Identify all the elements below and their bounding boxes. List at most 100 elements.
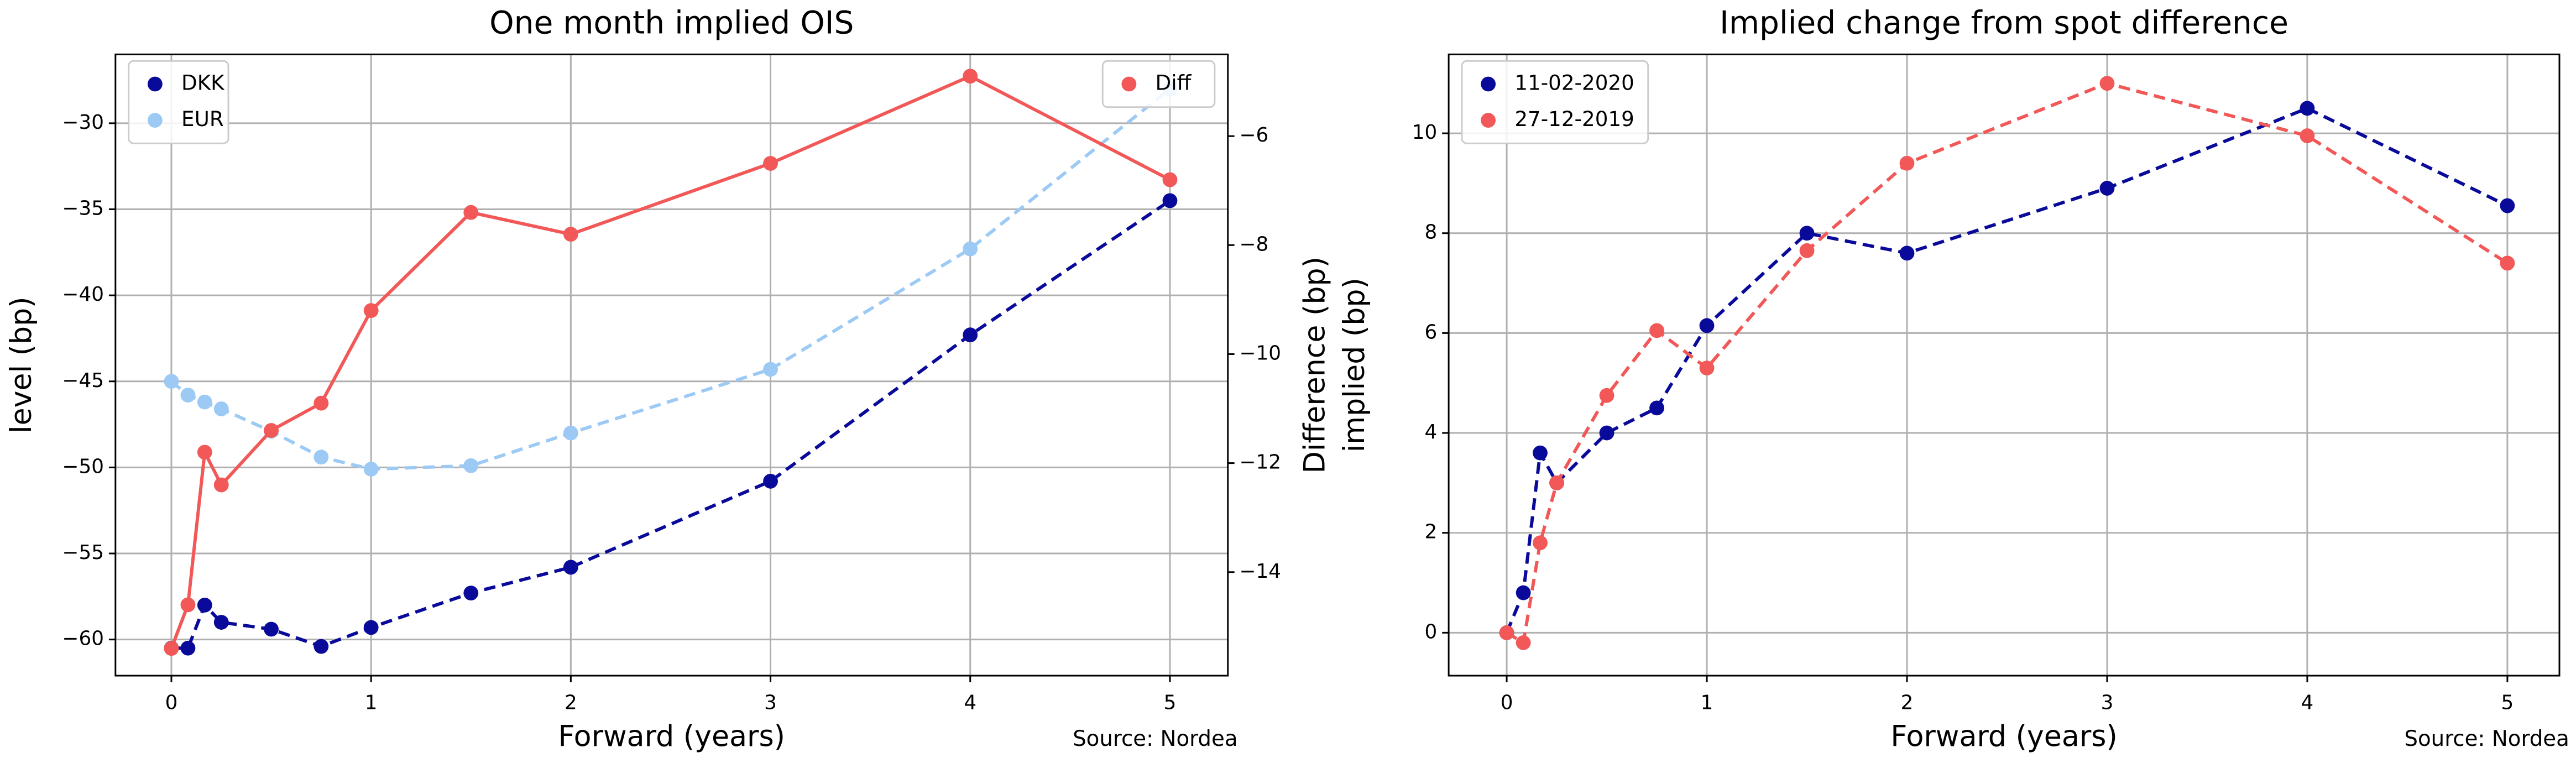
- series-point: [763, 473, 778, 489]
- series-point: [1549, 475, 1564, 490]
- series-point: [313, 450, 329, 465]
- series-point: [1516, 585, 1531, 600]
- series-point: [1599, 425, 1614, 441]
- y-tick-label: 8: [1424, 221, 1437, 244]
- legend-marker: [1481, 113, 1496, 128]
- x-tick-label: 4: [964, 692, 976, 714]
- plot-frame: [1448, 53, 2561, 677]
- series-point: [563, 560, 578, 575]
- plot-frame: [114, 53, 1229, 677]
- legend-box: [1101, 60, 1216, 108]
- y-axis-label: level (bp): [5, 296, 38, 433]
- series-point: [1799, 226, 1815, 241]
- y-tick-label: 2: [1424, 521, 1437, 543]
- legend-label: 27-12-2019: [1514, 107, 1634, 131]
- source-note: Source: Nordea: [2404, 727, 2569, 751]
- legend-marker: [147, 76, 163, 92]
- legend-box: [1461, 60, 1649, 144]
- series-point: [463, 205, 479, 220]
- series-point: [2099, 181, 2115, 196]
- x-tick-label: 5: [2501, 692, 2514, 714]
- series-point: [264, 621, 279, 637]
- series-point: [2099, 76, 2115, 91]
- x-tick-label: 3: [2101, 692, 2114, 714]
- source-note: Source: Nordea: [1073, 727, 1237, 751]
- x-tick-label: 1: [1701, 692, 1713, 714]
- series-point: [363, 620, 379, 635]
- chart-title: Implied change from spot difference: [1720, 4, 2288, 41]
- y2-tick-label: −14: [1240, 560, 1281, 583]
- series-point: [180, 640, 196, 656]
- y2-tick-label: −10: [1240, 342, 1281, 364]
- series-point: [763, 362, 778, 377]
- series-point: [180, 388, 196, 403]
- legend-label: Diff: [1156, 71, 1192, 95]
- x-tick-label: 0: [165, 692, 178, 714]
- series-point: [1899, 155, 1915, 171]
- y-tick-label: −35: [62, 197, 104, 220]
- series-point: [1599, 388, 1614, 403]
- legend-marker: [1121, 76, 1137, 92]
- legend: DKK EUR: [128, 60, 229, 144]
- legend: Diff: [1101, 60, 1216, 108]
- chart-title: One month implied OIS: [489, 4, 854, 41]
- series-point: [264, 423, 279, 438]
- series-point: [1162, 172, 1178, 187]
- series-point: [2500, 255, 2515, 271]
- series-point: [197, 445, 212, 460]
- y2-axis-label: Difference (bp): [1299, 257, 1332, 473]
- series-line: [1505, 106, 2509, 634]
- y-tick-label: 6: [1424, 321, 1437, 343]
- series-point: [213, 401, 229, 416]
- series-point: [963, 327, 978, 343]
- series-point: [363, 303, 379, 318]
- series-point: [197, 597, 212, 613]
- y-tick-label: −50: [62, 455, 104, 478]
- x-tick-label: 2: [565, 692, 577, 714]
- series-point: [963, 241, 978, 257]
- series-point: [1649, 323, 1664, 338]
- series-point: [963, 69, 978, 84]
- series-point: [164, 374, 179, 389]
- legend-marker: [1481, 76, 1496, 92]
- series-point: [1533, 535, 1548, 551]
- y-tick-label: 0: [1424, 620, 1437, 643]
- series-point: [313, 639, 329, 654]
- series-line: [170, 74, 1171, 649]
- series-point: [463, 458, 479, 473]
- y-tick-label: 10: [1412, 121, 1438, 144]
- series-point: [563, 227, 578, 242]
- series-point: [463, 586, 479, 601]
- series-point: [197, 394, 212, 410]
- series-point: [2500, 198, 2515, 213]
- y-axis-label: implied (bp): [1338, 278, 1371, 452]
- y-tick-label: −40: [62, 283, 104, 306]
- series-point: [363, 462, 379, 477]
- series-point: [1699, 360, 1715, 376]
- x-tick-label: 0: [1501, 692, 1513, 714]
- x-tick-label: 3: [764, 692, 777, 714]
- y-tick-label: −30: [62, 111, 104, 134]
- series-line: [1506, 81, 2509, 646]
- y-tick-label: −45: [62, 369, 104, 392]
- y-tick-label: 4: [1424, 421, 1437, 443]
- series-point: [1162, 193, 1178, 208]
- series-point: [1649, 400, 1664, 416]
- series-point: [313, 395, 329, 411]
- x-tick-label: 5: [1164, 692, 1177, 714]
- series-point: [213, 615, 229, 630]
- legend-label: 11-02-2020: [1514, 71, 1634, 95]
- series-point: [164, 641, 179, 656]
- series-line: [171, 199, 1171, 650]
- series-line: [170, 87, 1171, 471]
- legend-marker: [147, 113, 163, 128]
- legend-label: EUR: [181, 107, 224, 131]
- series-point: [213, 477, 229, 493]
- y-tick-label: −60: [62, 628, 104, 650]
- series-point: [1799, 243, 1815, 258]
- legend: 11-02-2020 27-12-2019: [1461, 60, 1649, 144]
- series-point: [1516, 635, 1531, 650]
- series-point: [1899, 245, 1915, 261]
